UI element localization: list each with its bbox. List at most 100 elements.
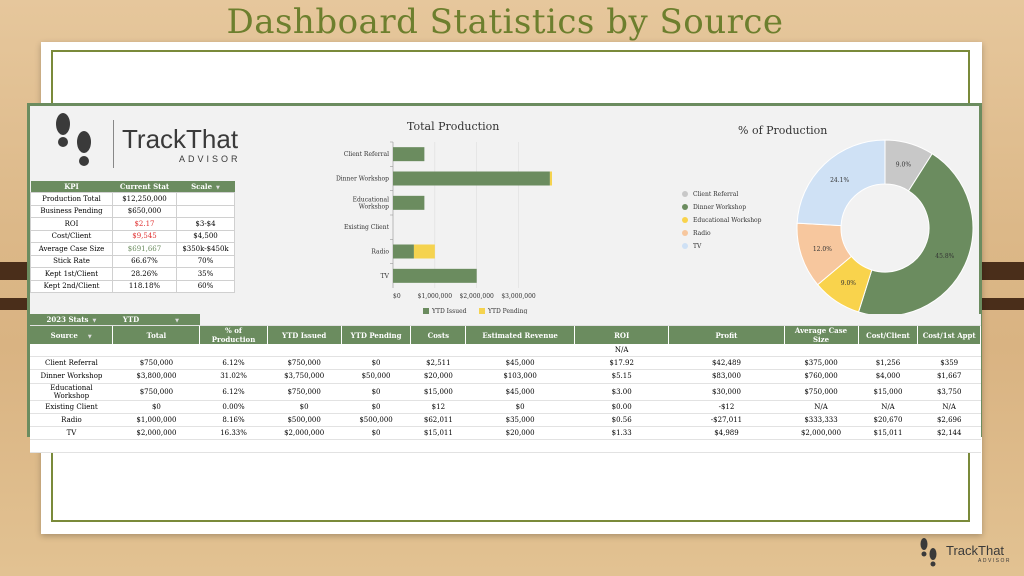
stats-note-cell — [30, 344, 113, 358]
table-cell: $760,000 — [784, 369, 859, 384]
table-row: Client Referral $750,000 6.12% $750,000 $0 $2… — [30, 356, 981, 371]
bar-ytd-issued — [393, 195, 425, 210]
footer-logo: TrackThat ADVISOR — [918, 537, 1018, 573]
table-row: Radio $1,000,000 8.16% $500,000 $500,000 $62,… — [30, 413, 981, 427]
kpi-cell-stat: $9,545 — [112, 229, 177, 243]
table-row: Dinner Workshop $3,800,000 31.02% $3,750,00… — [30, 369, 981, 384]
category-label: Radio — [371, 249, 389, 256]
table-cell: $1,000,000 — [112, 413, 200, 427]
table-cell: $750,000 — [267, 356, 342, 371]
table-row: TV $2,000,000 16.33% $2,000,000 $0 $15,011 $20… — [30, 426, 981, 441]
table-cell — [30, 439, 113, 454]
legend-dot — [682, 230, 688, 236]
table-cell: $2,000,000 — [784, 426, 859, 441]
legend-dot — [682, 217, 688, 223]
table-cell: $1,667 — [917, 369, 981, 384]
kpi-cell-scale: $350k-$450k — [176, 242, 235, 256]
legend-swatch — [479, 308, 485, 314]
table-cell: $500,000 — [267, 413, 342, 427]
kpi-cell-scale — [176, 204, 235, 218]
table-cell: $1.33 — [574, 426, 669, 441]
legend-label: Radio — [693, 230, 711, 237]
footprints-icon — [56, 113, 91, 166]
trackthat-logo: TrackThat ADVISOR — [46, 110, 256, 176]
legend-label: YTD Issued — [431, 308, 467, 315]
table-cell — [784, 439, 859, 454]
x-tick-label: $3,000,000 — [501, 293, 536, 300]
legend-dot — [682, 243, 688, 249]
table-cell: $3,800,000 — [112, 369, 200, 384]
table-cell: N/A — [917, 400, 981, 414]
kpi-cell-scale: $4,500 — [176, 229, 235, 243]
year-selector[interactable]: 2023 Stats ▼ — [30, 314, 113, 326]
bar-chart-title: Total Production — [407, 120, 500, 133]
table-cell: $750,000 — [784, 383, 859, 401]
kpi-row: Cost/Client $9,545 $4,500 — [30, 229, 235, 243]
kpi-cell-scale: $3-$4 — [176, 217, 235, 231]
kpi-row: ROI $2.17 $3-$4 — [30, 217, 235, 231]
stats-note-cell: N/A — [574, 344, 669, 358]
kpi-cell-kpi: Kept 1st/Client — [30, 267, 113, 281]
table-cell — [465, 439, 575, 454]
stats-note-cell — [267, 344, 342, 358]
kpi-row: Kept 1st/Client 28.26% 35% — [30, 267, 235, 281]
kpi-header-kpi: KPI — [30, 181, 113, 193]
dashboard-panel: TrackThat ADVISOR KPI Current Stat Scale… — [27, 103, 982, 454]
table-cell: Dinner Workshop — [30, 369, 113, 384]
stats-header-cell[interactable]: Source ▼ — [30, 325, 114, 344]
stats-header-cell: Estimated Revenue — [465, 325, 575, 344]
bar-ytd-issued — [393, 171, 550, 186]
stats-header-cell: % of Production — [199, 325, 268, 344]
dropdown-arrow-icon: ▼ — [175, 318, 180, 324]
selector-row: 2023 Stats ▼ YTD ▼ — [30, 314, 981, 326]
table-cell: $5.15 — [574, 369, 669, 384]
kpi-row: Average Case Size $691,667 $350k-$450k — [30, 242, 235, 256]
production-donut-chart: 9.0% 45.8% 9.0% 12.0% 24.1% Client Referral Di… — [682, 139, 974, 316]
logo-divider — [113, 120, 114, 168]
kpi-cell-scale: 60% — [176, 279, 235, 293]
donut-value-label: 45.8% — [935, 253, 954, 260]
table-cell: $0 — [341, 400, 411, 414]
kpi-cell-stat: $650,000 — [112, 204, 177, 218]
table-cell: $500,000 — [341, 413, 411, 427]
stats-header-cell: Average Case Size — [784, 325, 859, 344]
table-cell: $4,989 — [668, 426, 784, 441]
dropdown-arrow-icon: ▼ — [216, 185, 220, 191]
table-cell: $45,000 — [465, 383, 575, 401]
table-cell: $15,011 — [858, 426, 918, 441]
table-cell: $3.00 — [574, 383, 669, 401]
legend-swatch — [423, 308, 429, 314]
bar-ytd-issued — [393, 268, 477, 283]
table-cell: $1,256 — [858, 356, 918, 371]
table-cell — [917, 439, 981, 454]
table-cell: 6.12% — [199, 383, 268, 401]
table-cell: $2,000,000 — [267, 426, 342, 441]
table-cell: $45,000 — [465, 356, 575, 371]
table-cell: -$27,011 — [668, 413, 784, 427]
x-tick-label: $0 — [393, 293, 401, 300]
table-cell: $15,000 — [410, 383, 466, 401]
stats-header-cell: Total — [112, 325, 201, 344]
table-cell: $0.00 — [574, 400, 669, 414]
kpi-header-scale[interactable]: Scale ▼ — [176, 181, 235, 193]
pie-chart-title: % of Production — [738, 124, 828, 137]
table-cell: $0 — [465, 400, 575, 414]
table-cell: -$12 — [668, 400, 784, 414]
table-cell: $20,000 — [410, 369, 466, 384]
table-cell: $750,000 — [267, 383, 342, 401]
legend-label: YTD Pending — [487, 308, 527, 315]
kpi-cell-kpi: Stick Rate — [30, 254, 113, 268]
table-cell: $12 — [410, 400, 466, 414]
legend-dot — [682, 204, 688, 210]
kpi-cell-kpi: Cost/Client — [30, 229, 113, 243]
table-cell: $750,000 — [112, 356, 200, 371]
stats-header-cell: Profit — [668, 325, 785, 344]
period-selector[interactable]: YTD ▼ — [112, 314, 200, 326]
bar-ytd-pending — [413, 244, 435, 259]
stats-header-cell: Cost/Client — [858, 325, 919, 344]
table-cell: $375,000 — [784, 356, 859, 371]
donut-value-label: 9.0% — [841, 280, 857, 287]
table-cell: $2,696 — [917, 413, 981, 427]
table-cell: $103,000 — [465, 369, 575, 384]
table-cell: $42,489 — [668, 356, 784, 371]
